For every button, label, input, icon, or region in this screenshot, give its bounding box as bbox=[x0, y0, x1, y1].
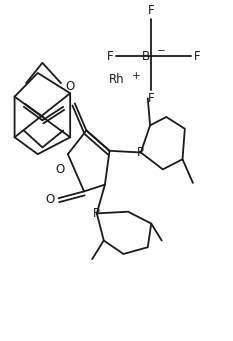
Text: P: P bbox=[137, 146, 144, 159]
Text: B: B bbox=[142, 49, 150, 62]
Text: F: F bbox=[106, 49, 113, 62]
Text: O: O bbox=[55, 163, 64, 176]
Text: F: F bbox=[194, 49, 201, 62]
Text: P: P bbox=[93, 207, 100, 220]
Text: F: F bbox=[148, 4, 154, 17]
Text: O: O bbox=[65, 80, 75, 93]
Text: +: + bbox=[132, 71, 140, 81]
Text: O: O bbox=[46, 193, 55, 206]
Text: F: F bbox=[148, 92, 154, 105]
Text: Rh: Rh bbox=[109, 73, 124, 86]
Text: −: − bbox=[157, 46, 166, 56]
